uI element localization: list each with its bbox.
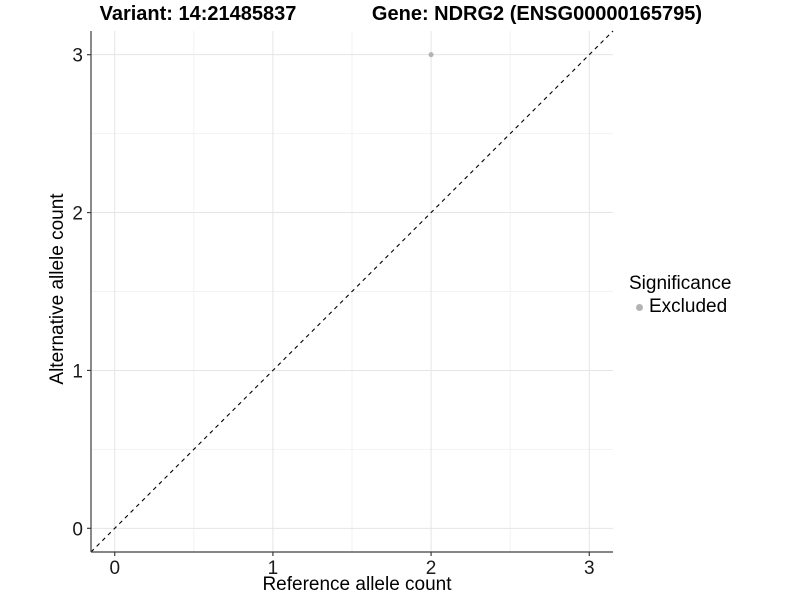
x-axis-title: Reference allele count bbox=[262, 574, 452, 595]
legend-title: Significance bbox=[629, 273, 732, 294]
y-tick-label: 3 bbox=[72, 46, 83, 67]
x-tick-label: 3 bbox=[584, 558, 595, 579]
legend: Significance Excluded bbox=[629, 273, 731, 318]
x-tick-label: 1 bbox=[268, 558, 279, 579]
y-tick-label: 2 bbox=[72, 204, 83, 225]
excluded-point-icon bbox=[636, 303, 643, 311]
plot-title-variant: Variant: 14:21485837 bbox=[99, 3, 297, 25]
y-tick-label: 1 bbox=[72, 361, 83, 382]
x-tick-label: 2 bbox=[426, 558, 437, 579]
identity-reference-line bbox=[90, 30, 614, 553]
plot-title-gene: Gene: NDRG2 (ENSG00000165795) bbox=[371, 3, 703, 25]
y-axis-title: Alternative allele count bbox=[47, 193, 68, 385]
x-tick-label: 0 bbox=[109, 558, 120, 579]
legend-item-excluded: Excluded bbox=[629, 296, 731, 318]
data-point bbox=[428, 52, 434, 58]
y-tick-label: 0 bbox=[72, 519, 83, 540]
legend-item-label: Excluded bbox=[649, 296, 728, 317]
